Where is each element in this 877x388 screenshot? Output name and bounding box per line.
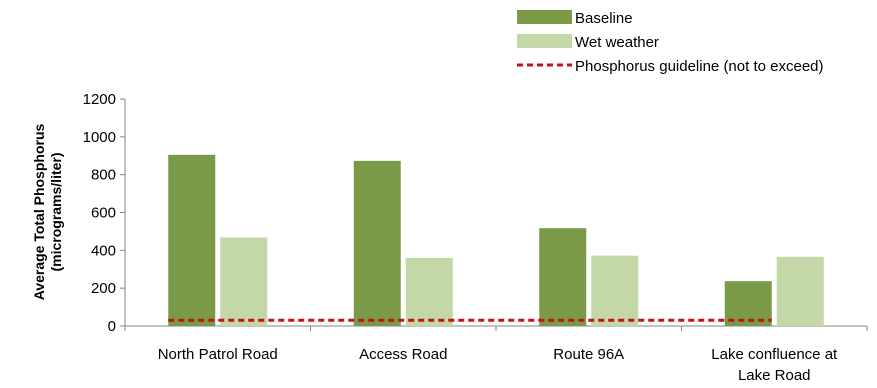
plot-area: 0 200 400 600 800 1000 1200 North Patrol Road Ac… xyxy=(83,91,868,384)
legend-swatch-baseline xyxy=(517,10,572,24)
bar-baseline xyxy=(353,160,401,326)
y-tick-label: 800 xyxy=(91,167,116,184)
legend-swatch-wet-weather xyxy=(517,34,572,48)
x-category-label: Route 96A xyxy=(553,346,624,363)
y-tick-label: 1000 xyxy=(83,129,116,146)
y-axis-title: Average Total Phosphorus (micrograms/lit… xyxy=(31,123,64,300)
legend-label-baseline: Baseline xyxy=(575,10,633,27)
y-tick-label: 0 xyxy=(108,318,116,335)
x-category-label: Lake Road xyxy=(738,367,811,384)
bar-wet-weather xyxy=(776,256,824,326)
bar-baseline xyxy=(168,154,216,326)
legend: Baseline Wet weather Phosphorus guidelin… xyxy=(517,10,824,75)
bar-baseline xyxy=(539,228,587,326)
y-tick-label: 400 xyxy=(91,242,116,259)
bar-baseline xyxy=(724,281,772,326)
bar-wet-weather xyxy=(220,237,268,326)
legend-label-wet-weather: Wet weather xyxy=(575,34,659,51)
x-category-label: Access Road xyxy=(359,346,447,363)
y-axis-title-line-1: Average Total Phosphorus xyxy=(31,123,47,300)
y-tick-label: 600 xyxy=(91,205,116,222)
legend-label-guideline: Phosphorus guideline (not to exceed) xyxy=(575,58,824,75)
y-tick-label: 1200 xyxy=(83,91,116,108)
bar-wet-weather xyxy=(591,255,639,326)
bar-wet-weather xyxy=(405,257,453,326)
y-axis-title-line-2: (micrograms/liter) xyxy=(48,152,64,271)
x-category-label: North Patrol Road xyxy=(158,346,278,363)
y-tick-label: 200 xyxy=(91,280,116,297)
x-category-label: Lake confluence at xyxy=(711,346,838,363)
